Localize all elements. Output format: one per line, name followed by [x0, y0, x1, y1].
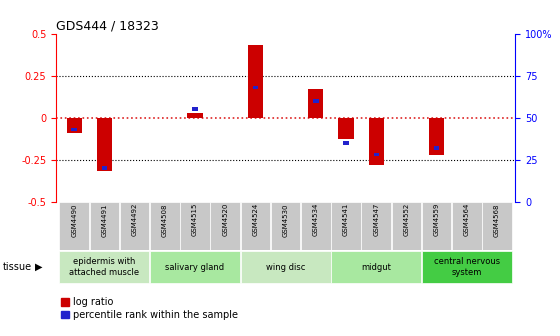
Text: wing disc: wing disc — [266, 263, 305, 271]
FancyBboxPatch shape — [271, 202, 300, 250]
Text: central nervous
system: central nervous system — [434, 257, 500, 277]
Text: GDS444 / 18323: GDS444 / 18323 — [56, 19, 158, 33]
Bar — [67, 118, 82, 133]
FancyBboxPatch shape — [241, 202, 270, 250]
FancyBboxPatch shape — [331, 251, 421, 283]
Text: GSM4541: GSM4541 — [343, 203, 349, 237]
FancyBboxPatch shape — [301, 202, 330, 250]
Bar — [101, 166, 107, 170]
Bar — [343, 141, 349, 144]
Text: GSM4534: GSM4534 — [313, 203, 319, 237]
Text: GSM4564: GSM4564 — [464, 203, 470, 237]
Text: GSM4490: GSM4490 — [71, 203, 77, 237]
FancyBboxPatch shape — [422, 202, 451, 250]
Text: GSM4508: GSM4508 — [162, 203, 168, 237]
FancyBboxPatch shape — [422, 251, 512, 283]
FancyBboxPatch shape — [150, 251, 240, 283]
FancyBboxPatch shape — [150, 202, 180, 250]
Bar — [253, 85, 258, 89]
Bar — [308, 89, 323, 118]
Text: tissue: tissue — [3, 262, 32, 272]
Text: GSM4552: GSM4552 — [403, 203, 409, 236]
FancyBboxPatch shape — [452, 202, 482, 250]
Text: GSM4492: GSM4492 — [132, 203, 138, 237]
FancyBboxPatch shape — [361, 202, 391, 250]
Bar — [429, 118, 444, 155]
Text: GSM4559: GSM4559 — [433, 203, 440, 237]
Text: salivary gland: salivary gland — [165, 263, 225, 271]
FancyBboxPatch shape — [211, 202, 240, 250]
FancyBboxPatch shape — [59, 251, 150, 283]
Legend: log ratio, percentile rank within the sample: log ratio, percentile rank within the sa… — [61, 297, 237, 320]
FancyBboxPatch shape — [59, 202, 89, 250]
Bar — [188, 114, 203, 118]
FancyBboxPatch shape — [180, 202, 210, 250]
FancyBboxPatch shape — [241, 251, 330, 283]
Bar — [434, 146, 440, 150]
Bar — [248, 45, 263, 118]
Text: midgut: midgut — [361, 263, 391, 271]
Text: GSM4515: GSM4515 — [192, 203, 198, 237]
FancyBboxPatch shape — [391, 202, 421, 250]
Bar — [192, 108, 198, 111]
FancyBboxPatch shape — [90, 202, 119, 250]
Text: GSM4547: GSM4547 — [373, 203, 379, 237]
Text: GSM4568: GSM4568 — [494, 203, 500, 237]
Bar — [374, 153, 379, 156]
FancyBboxPatch shape — [482, 202, 512, 250]
Text: GSM4530: GSM4530 — [283, 203, 288, 237]
Text: GSM4491: GSM4491 — [101, 203, 108, 237]
FancyBboxPatch shape — [120, 202, 150, 250]
Bar — [72, 127, 77, 131]
Bar — [97, 118, 112, 171]
Text: ▶: ▶ — [35, 262, 42, 272]
Bar — [313, 99, 319, 103]
Text: epidermis with
attached muscle: epidermis with attached muscle — [69, 257, 139, 277]
Bar — [338, 118, 353, 139]
Text: GSM4520: GSM4520 — [222, 203, 228, 237]
Text: GSM4524: GSM4524 — [253, 203, 258, 236]
FancyBboxPatch shape — [331, 202, 361, 250]
Bar — [368, 118, 384, 165]
